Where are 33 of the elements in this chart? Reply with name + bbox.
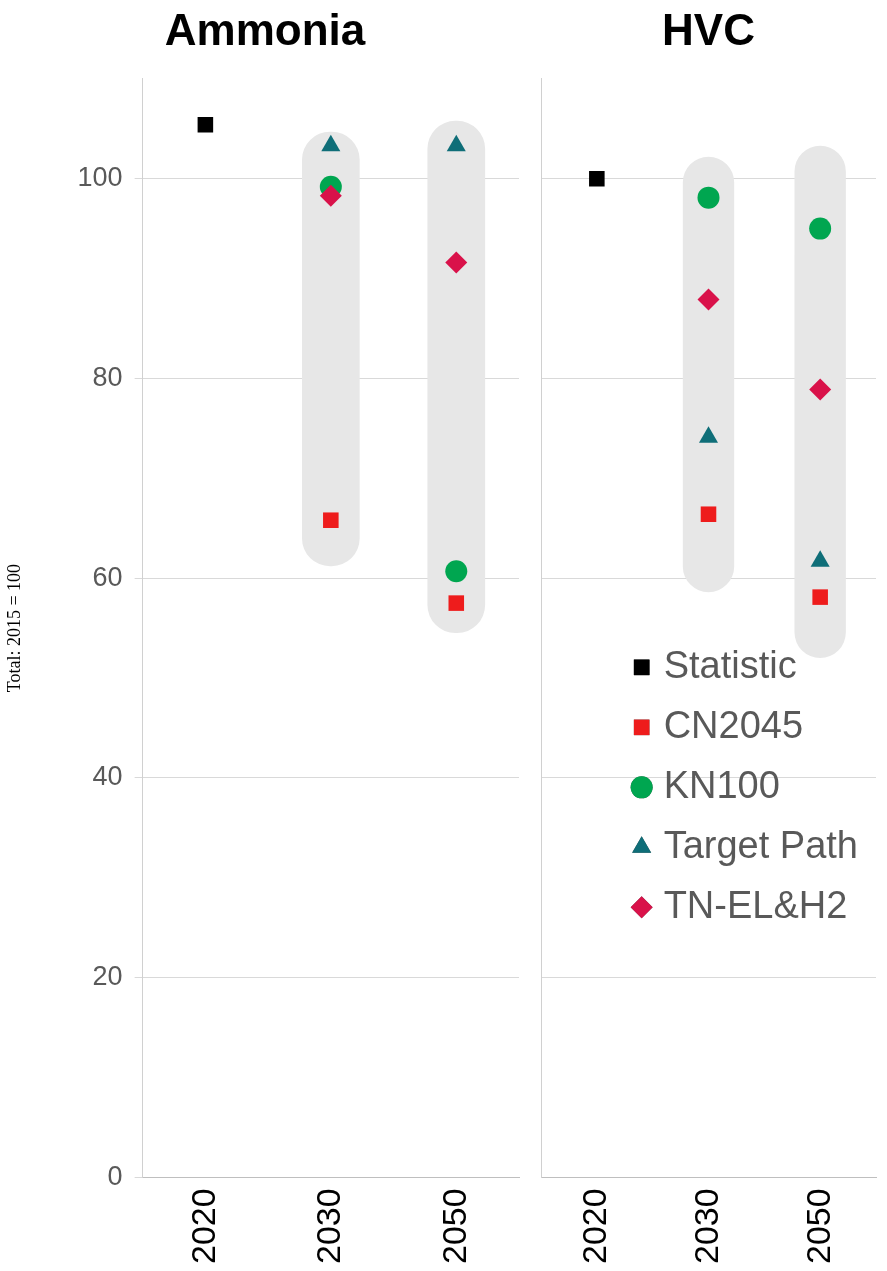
y-axis-title: Total: 2015 = 100 <box>3 563 24 693</box>
y-tick-label: 0 <box>107 1160 123 1191</box>
x-tick-label: 2050 <box>798 1188 837 1264</box>
legend-label: Target Path <box>663 823 858 866</box>
point <box>448 595 465 611</box>
x-tick-label: 2020 <box>183 1188 222 1264</box>
point <box>445 251 468 274</box>
point <box>197 116 214 133</box>
point <box>445 560 468 583</box>
chart-title: HVC <box>662 4 755 54</box>
chart-title: Ammonia <box>164 4 366 54</box>
legend-label: Statistic <box>663 643 797 686</box>
point <box>812 589 828 605</box>
point <box>323 512 339 528</box>
point <box>319 184 342 207</box>
x-tick-label: 2020 <box>575 1188 614 1264</box>
point <box>700 506 717 523</box>
legend-label: KN100 <box>663 763 780 806</box>
x-tick-label: 2050 <box>434 1188 473 1264</box>
legend-label: CN2045 <box>663 703 804 746</box>
y-tick-label: 20 <box>92 961 123 992</box>
x-tick-label: 2030 <box>309 1188 348 1264</box>
legend-label: TN-EL&H2 <box>663 883 848 926</box>
y-tick-label: 100 <box>77 162 123 193</box>
y-tick-label: 40 <box>92 761 123 792</box>
point <box>697 186 720 209</box>
point <box>809 378 832 401</box>
x-tick-label: 2030 <box>686 1188 725 1264</box>
point <box>589 170 605 187</box>
y-tick-label: 60 <box>92 561 123 592</box>
point <box>809 217 832 240</box>
point <box>697 288 720 311</box>
y-tick-label: 80 <box>92 361 123 392</box>
